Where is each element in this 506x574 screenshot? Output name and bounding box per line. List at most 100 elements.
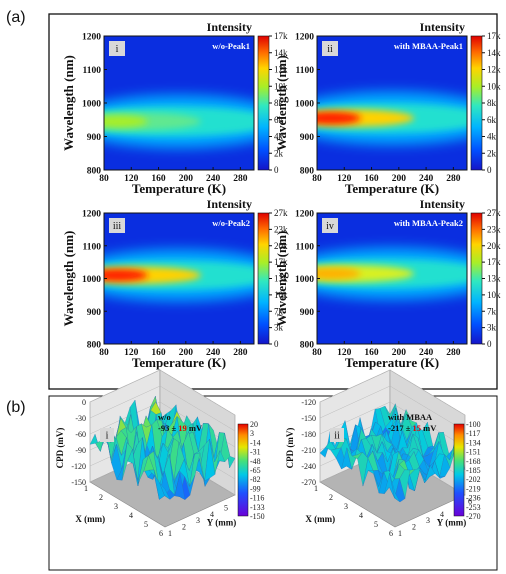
- x-tick-label: 120: [124, 348, 139, 358]
- panel-tag: ii: [334, 431, 340, 442]
- colorbar-tick-label: 13k: [487, 274, 501, 284]
- y-tick-label: 1: [398, 529, 402, 538]
- y-tick-label: 900: [87, 308, 102, 318]
- colorbar: [257, 35, 270, 171]
- stat-pm: ±: [404, 423, 411, 433]
- colorbar-tick-label: -116: [250, 494, 264, 503]
- y-axis-label: Wavelength (nm): [274, 231, 289, 327]
- colorbar-tick-label: 7k: [487, 306, 497, 316]
- panel-tag: iii: [113, 221, 122, 232]
- z-tick-label: -120: [301, 398, 316, 407]
- colorbar-tick-label: 3k: [274, 323, 284, 333]
- surface-ii: -120-150-180-210-240-270123456123456X (m…: [285, 369, 481, 538]
- z-tick-label: -90: [75, 446, 86, 455]
- frame-b: [48, 395, 498, 571]
- part-a-label: (a): [6, 9, 26, 26]
- x-tick-label: 80: [99, 174, 109, 184]
- y-tick-label: 900: [300, 133, 315, 143]
- x-tick-label: 80: [312, 348, 322, 358]
- colorbar: [237, 423, 249, 517]
- x-tick-label: 200: [179, 174, 194, 184]
- emission-core: [317, 112, 361, 125]
- colorbar-tick-label: 17k: [274, 257, 288, 267]
- colorbar-tick-label: -65: [250, 466, 261, 475]
- colorbar-tick-label: 6k: [487, 115, 497, 125]
- x-tick-label: 120: [124, 174, 139, 184]
- colorbar-tick-label: 8k: [274, 98, 284, 108]
- x-tick-label: 6: [389, 529, 393, 538]
- x-tick-label: 5: [144, 520, 148, 529]
- colorbar-tick-label: 10k: [274, 81, 288, 91]
- z-tick-label: 0: [82, 398, 86, 407]
- y-tick-label: 900: [87, 133, 102, 143]
- colorbar-tick-label: -82: [250, 475, 261, 484]
- panel-tag: ii: [327, 44, 333, 55]
- z-tick-label: -270: [301, 478, 316, 487]
- x-tick-label: 240: [419, 174, 434, 184]
- stat-sigma: 15: [410, 423, 421, 433]
- colorbar-tick-label: 20k: [274, 241, 288, 251]
- x-tick-label: 3: [344, 502, 348, 511]
- y-tick-label: 900: [300, 308, 315, 318]
- colorbar-tick-label: 10k: [487, 81, 501, 91]
- colorbar-tick-label: -31: [250, 448, 261, 457]
- x-axis-label: Temperature (K): [345, 355, 439, 370]
- colorbar-tick-label: 12k: [487, 65, 501, 75]
- y-tick-label: 1: [168, 529, 172, 538]
- stat-mean: -217: [388, 423, 404, 433]
- colorbar-tick-label: 17k: [487, 257, 501, 267]
- x-tick-label: 1: [84, 484, 88, 493]
- colorbar-tick-label: 8k: [487, 98, 497, 108]
- z-gridline: [319, 385, 466, 432]
- surface-i: 0-30-60-90-120-150123456123456X (mm)Y (m…: [55, 369, 265, 538]
- colorbar-tick-label: 0: [274, 165, 279, 175]
- colorbar-title: Intensity: [207, 20, 252, 34]
- x-tick-label: 80: [99, 348, 109, 358]
- x-tick-label: 120: [337, 348, 352, 358]
- colorbar-tick-label: -236: [466, 494, 481, 503]
- y-tick-label: 6: [468, 497, 472, 506]
- x-tick-label: 2: [329, 493, 333, 502]
- y-tick-label: 800: [87, 167, 102, 177]
- colorbar-tick-label: 17k: [487, 31, 501, 41]
- panel-tag: i: [116, 44, 119, 55]
- x-tick-label: 200: [392, 348, 407, 358]
- colorbar-tick-label: 0: [487, 165, 492, 175]
- x-tick-label: 160: [151, 174, 166, 184]
- colorbar-tick-label: 13k: [274, 274, 288, 284]
- y-tick-label: 4: [210, 510, 214, 519]
- cpd-stat: -217 ± 15 mV: [388, 423, 437, 433]
- series-label: with MBAA-Peak1: [394, 41, 463, 51]
- heatmap-iv: 800 900 1000 1100 1200 80 120 160 200 240 280 Tempe…: [274, 197, 501, 370]
- heatmap-i: 800 900 1000 1100 1200 80 120 160 200 240 280 Tempe…: [61, 20, 288, 196]
- x-axis-label: X (mm): [305, 514, 335, 524]
- x-tick-label: 6: [159, 529, 163, 538]
- y-axis-label: Wavelength (nm): [274, 55, 289, 151]
- colorbar: [470, 35, 483, 171]
- x-tick-label: 160: [364, 348, 379, 358]
- x-tick-label: 1: [314, 484, 318, 493]
- y-tick-label: 2: [412, 523, 416, 532]
- colorbar-tick-label: 12k: [274, 65, 288, 75]
- x-tick-label: 240: [206, 348, 221, 358]
- y-tick-label: 1100: [83, 242, 102, 252]
- colorbar: [453, 423, 465, 517]
- colorbar-tick-label: -270: [466, 512, 481, 521]
- x-tick-label: 280: [446, 348, 461, 358]
- y-tick-label: 2: [182, 523, 186, 532]
- y-tick-label: 1200: [82, 33, 101, 43]
- y-axis-label: Y (mm): [207, 517, 236, 527]
- stat-unit: mV: [421, 423, 437, 433]
- z-axis-label: CPD (mV): [285, 428, 295, 469]
- colorbar-tick-label: -253: [466, 503, 481, 512]
- y-axis-label: Wavelength (nm): [61, 55, 76, 151]
- emission-core: [104, 115, 148, 128]
- y-tick-label: 1000: [295, 275, 314, 285]
- note-title: with MBAA: [388, 412, 433, 422]
- y-tick-label: 3: [196, 516, 200, 525]
- colorbar-tick-label: 4k: [487, 132, 497, 142]
- emission-core: [317, 267, 361, 280]
- panel-tag-box: [322, 218, 338, 233]
- y-tick-label: 1100: [296, 242, 315, 252]
- stat-sigma: 19: [176, 423, 187, 433]
